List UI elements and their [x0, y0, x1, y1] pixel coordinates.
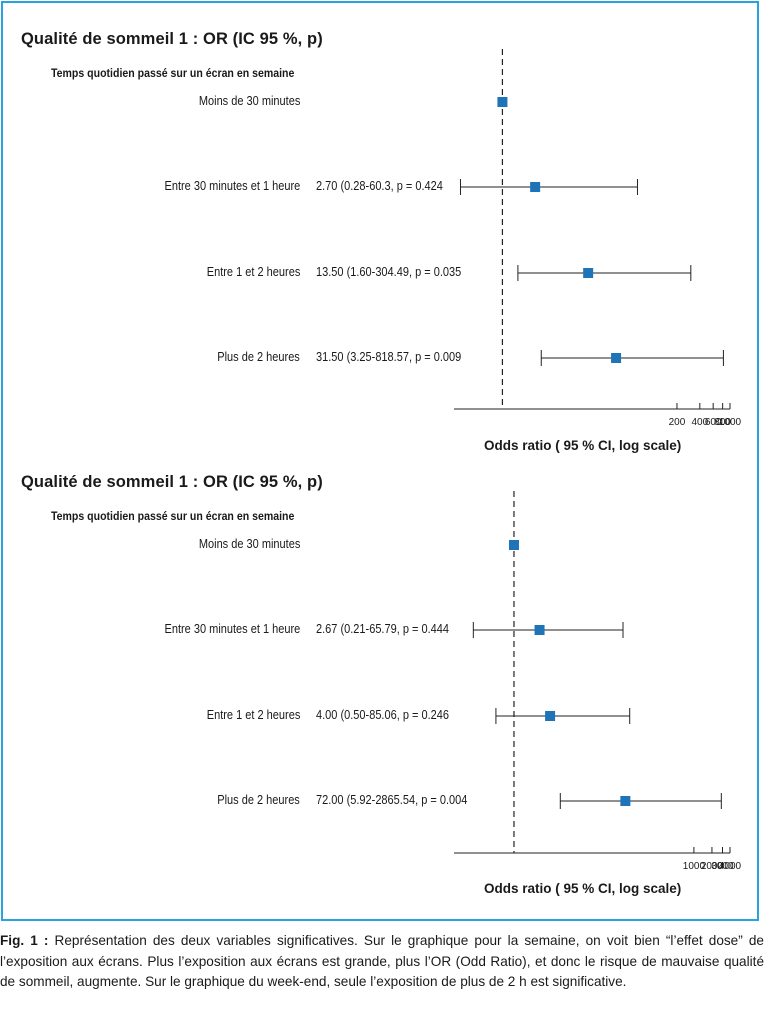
figure-frame [1, 1, 759, 921]
row-stat: 72.00 (5.92-2865.54, p = 0.004 [316, 793, 468, 807]
x-axis-title: Odds ratio ( 95 % CI, log scale) [484, 881, 682, 896]
x-tick-label: 200 [669, 417, 686, 428]
x-tick-label: 600 [705, 417, 722, 428]
x-tick-label: 800 [714, 417, 731, 428]
forest-plot-panel-1: Qualité de sommeil 1 : OR (IC 95 %, p) T… [0, 30, 764, 470]
x-tick-label: 1000 [683, 861, 706, 872]
or-marker [620, 796, 631, 806]
forest-plot-panel-2: Qualité de sommeil 1 : OR (IC 95 %, p) T… [0, 473, 764, 913]
row-label: Entre 1 et 2 heures [206, 265, 300, 279]
or-marker [530, 182, 541, 192]
row-label: Entre 30 minutes et 1 heure [164, 179, 300, 193]
or-marker [534, 625, 545, 635]
x-tick-label: 4000 [719, 861, 742, 872]
row-stat: 2.70 (0.28-60.3, p = 0.424 [316, 179, 443, 193]
row-label: Entre 1 et 2 heures [206, 708, 300, 722]
or-marker [545, 711, 556, 721]
chart-title: Qualité de sommeil 1 : OR (IC 95 %, p) [21, 30, 323, 48]
x-tick-label: 3000 [711, 861, 734, 872]
section-label: Temps quotidien passé sur un écran en se… [51, 66, 295, 80]
figure-caption: Fig. 1 : Représentation des deux variabl… [0, 931, 764, 993]
or-marker [611, 353, 622, 363]
row-stat: 13.50 (1.60-304.49, p = 0.035 [316, 265, 462, 279]
row-stat: 4.00 (0.50-85.06, p = 0.246 [316, 708, 450, 722]
row-label: Plus de 2 heures [217, 793, 300, 807]
or-marker [583, 268, 594, 278]
or-marker [497, 97, 508, 107]
x-tick-label: 1000 [719, 417, 742, 428]
chart-title: Qualité de sommeil 1 : OR (IC 95 %, p) [21, 473, 323, 491]
section-label: Temps quotidien passé sur un écran en se… [51, 509, 295, 523]
caption-prefix: Fig. 1 : [0, 933, 49, 948]
x-tick-label: 400 [691, 417, 708, 428]
row-stat: 2.67 (0.21-65.79, p = 0.444 [316, 622, 450, 636]
or-marker [508, 540, 519, 550]
row-stat: 31.50 (3.25-818.57, p = 0.009 [316, 350, 462, 364]
row-label: Entre 30 minutes et 1 heure [164, 622, 300, 636]
row-label: Plus de 2 heures [217, 350, 300, 364]
row-label: Moins de 30 minutes [198, 537, 300, 551]
x-axis-title: Odds ratio ( 95 % CI, log scale) [484, 438, 682, 453]
caption-text: Représentation des deux variables signif… [0, 933, 764, 989]
x-tick-label: 2000 [701, 861, 724, 872]
row-label: Moins de 30 minutes [198, 94, 300, 108]
